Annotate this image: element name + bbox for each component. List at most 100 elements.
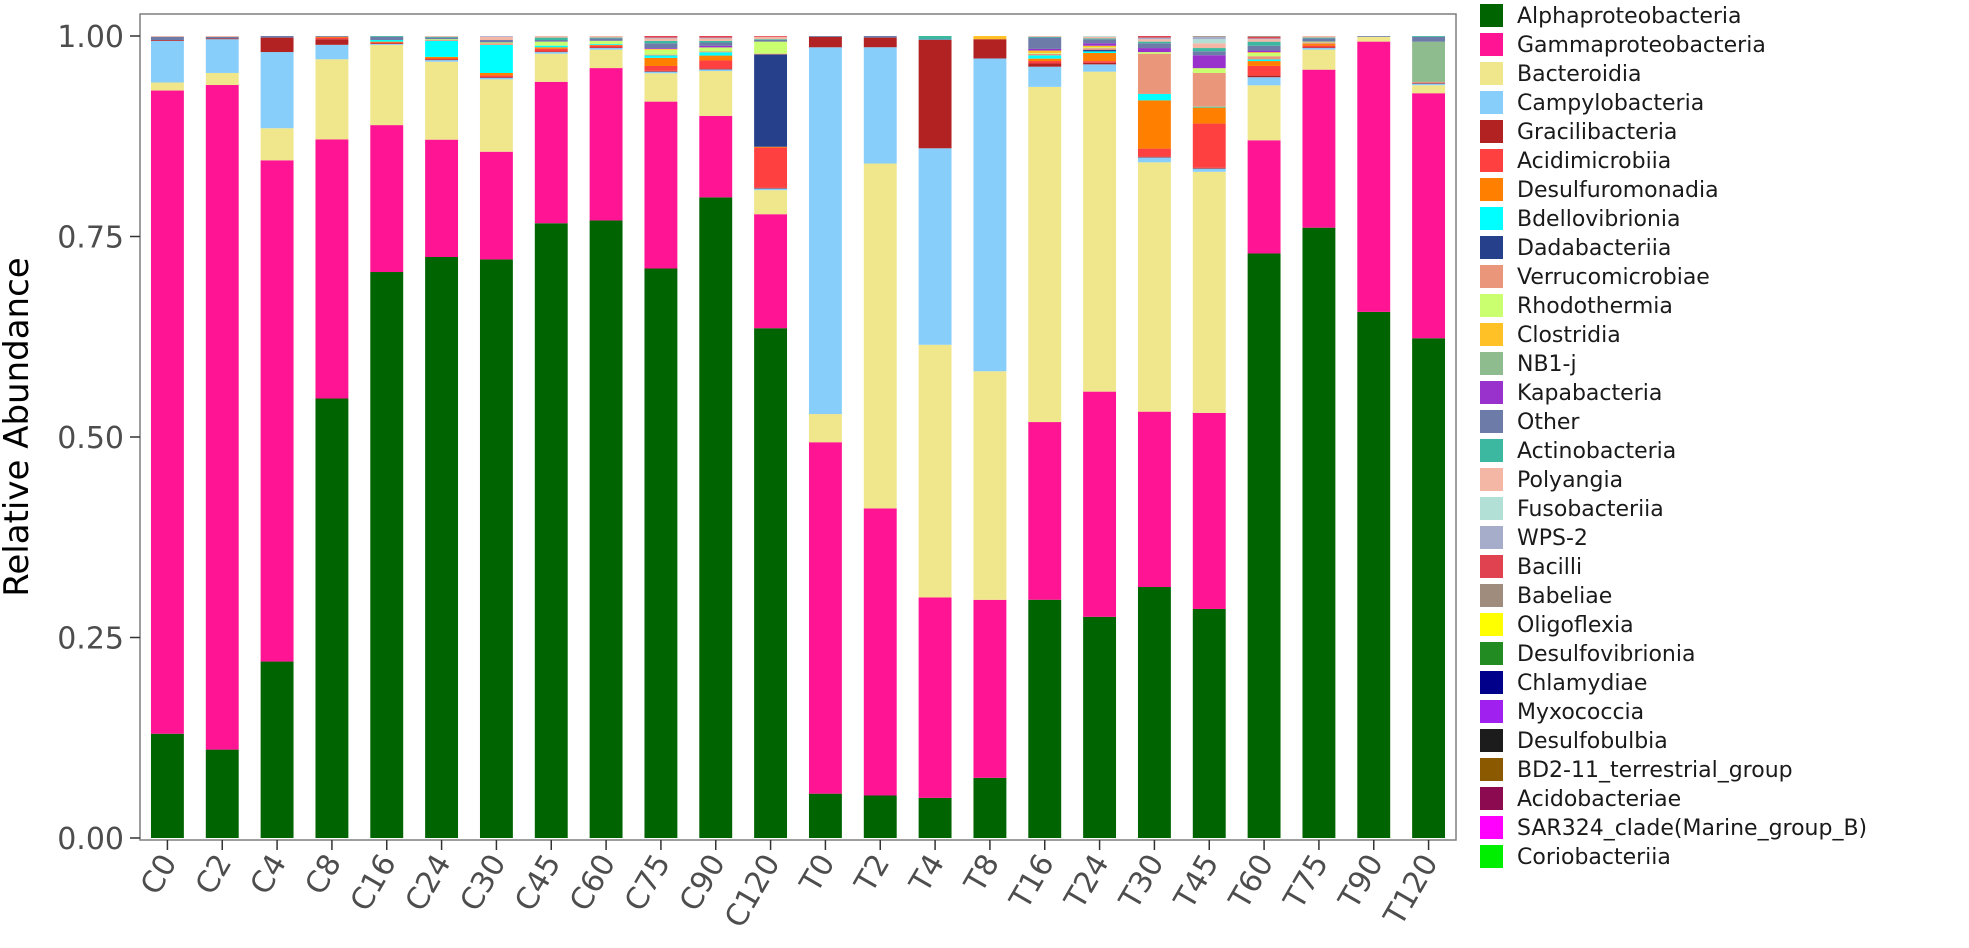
legend-swatch bbox=[1480, 845, 1503, 868]
bar-segment-T0-Gracilibacteria bbox=[808, 36, 842, 48]
bar-segment-T24-Gammaproteobacteria bbox=[1083, 391, 1117, 617]
bar-segment-T60-Actinobacteria bbox=[1247, 41, 1281, 46]
bar-segment-T24-Other bbox=[1083, 39, 1117, 44]
bar-segment-T45-Verrucomicrobiae bbox=[1192, 72, 1226, 107]
bar-segment-C8-Alphaproteobacteria bbox=[315, 398, 349, 838]
bar-segment-T75-Gracilibacteria bbox=[1302, 47, 1336, 49]
bar-segment-T30-Verrucomicrobiae bbox=[1137, 53, 1171, 94]
legend-item: Polyangia bbox=[1480, 468, 1623, 493]
legend-swatch bbox=[1480, 236, 1503, 259]
bar-segment-T2-Campylobacteria bbox=[863, 47, 897, 164]
bar-segment-C30-Alphaproteobacteria bbox=[479, 259, 513, 838]
bar-segment-C90-Bdellovibrionia bbox=[699, 52, 733, 56]
bar-segment-T120-Campylobacteria bbox=[1412, 83, 1446, 86]
bar-segment-T0-Alphaproteobacteria bbox=[808, 793, 842, 838]
bar-segment-C120-Dadabacteriia bbox=[754, 54, 788, 147]
bar-segment-C45-Other bbox=[534, 40, 568, 42]
bar-stack-T120 bbox=[1412, 36, 1446, 838]
bar-segment-C16-Other bbox=[370, 36, 404, 41]
legend-item: Bacilli bbox=[1480, 555, 1582, 580]
bar-segment-T60-WPS-2 bbox=[1247, 38, 1281, 40]
bar-segment-T16-Campylobacteria bbox=[1028, 66, 1062, 87]
bar-segment-T75-Polyangia bbox=[1302, 36, 1336, 38]
bar-segment-T60-Acidimicrobiia bbox=[1247, 65, 1281, 76]
legend: Alphaproteobacteria Gammaproteobacteria Ba… bbox=[1480, 4, 1867, 870]
legend-item: Oligoflexia bbox=[1480, 613, 1634, 638]
legend-label: Verrucomicrobiae bbox=[1517, 265, 1710, 290]
bar-segment-C75-Actinobacteria bbox=[644, 40, 678, 44]
bar-segment-T24-Rhodothermia bbox=[1083, 47, 1117, 49]
bar-segment-T2-Gracilibacteria bbox=[863, 37, 897, 48]
bar-stack-C45 bbox=[534, 36, 568, 839]
legend-label: Acidimicrobiia bbox=[1517, 149, 1671, 174]
legend-swatch bbox=[1480, 352, 1503, 375]
bar-segment-C90-Acidimicrobiia bbox=[699, 60, 733, 69]
bar-segment-T120-Alphaproteobacteria bbox=[1412, 338, 1446, 838]
bar-segment-T2-Other bbox=[863, 36, 897, 38]
bar-segment-C90-Verrucomicrobiae bbox=[699, 51, 733, 53]
bar-segment-T120-Actinobacteria bbox=[1412, 36, 1446, 37]
bar-segment-C24-Alphaproteobacteria bbox=[425, 256, 459, 838]
bar-segment-C75-Other bbox=[644, 43, 678, 49]
bar-segment-C75-Clostridia bbox=[644, 48, 678, 50]
bar-segment-T4-Campylobacteria bbox=[918, 148, 952, 345]
bar-segment-C2-Gracilibacteria bbox=[205, 38, 239, 40]
bar-segment-T90-Bacteroidia bbox=[1357, 36, 1391, 42]
bar-segment-T120-Gammaproteobacteria bbox=[1412, 93, 1446, 339]
legend-item: Other bbox=[1480, 410, 1580, 435]
bar-segment-T16-Gammaproteobacteria bbox=[1028, 422, 1062, 600]
bar-segment-C60-Actinobacteria bbox=[589, 37, 623, 39]
legend-item: Coriobacteriia bbox=[1480, 845, 1671, 870]
bar-segment-C90-Alphaproteobacteria bbox=[699, 197, 733, 838]
bar-segment-T75-Actinobacteria bbox=[1302, 37, 1336, 39]
y-tick-label: 0.00 bbox=[57, 822, 124, 857]
legend-swatch bbox=[1480, 323, 1503, 346]
bar-segment-T8-Gammaproteobacteria bbox=[973, 599, 1007, 778]
bar-segment-C16-Desulfuromonadia bbox=[370, 41, 404, 43]
legend-swatch bbox=[1480, 62, 1503, 85]
bar-stack-C0 bbox=[150, 36, 184, 838]
bar-segment-C24-Bacteroidia bbox=[425, 61, 459, 140]
bar-segment-C16-Bacteroidia bbox=[370, 44, 404, 126]
legend-item: Chlamydiae bbox=[1480, 671, 1647, 696]
y-tick-label: 0.75 bbox=[57, 221, 124, 256]
legend-label: Coriobacteriia bbox=[1517, 845, 1671, 870]
bar-segment-C4-Other bbox=[260, 36, 294, 38]
bar-segment-T16-Other bbox=[1028, 37, 1062, 49]
bar-segment-C90-Other bbox=[699, 42, 733, 46]
bar-segment-C45-Actinobacteria bbox=[534, 37, 568, 41]
bar-segment-T90-Other bbox=[1357, 36, 1391, 37]
legend-label: WPS-2 bbox=[1517, 526, 1588, 551]
bar-segment-T24-Desulfuromonadia bbox=[1083, 53, 1117, 62]
bar-segment-C2-Campylobacteria bbox=[205, 39, 239, 73]
legend-item: Fusobacteriia bbox=[1480, 497, 1664, 522]
legend-swatch bbox=[1480, 526, 1503, 549]
bar-segment-C45-Campylobacteria bbox=[534, 52, 568, 54]
bar-segment-C4-Gammaproteobacteria bbox=[260, 160, 294, 662]
bar-segment-T8-Clostridia bbox=[973, 36, 1007, 40]
legend-item: Alphaproteobacteria bbox=[1480, 4, 1742, 29]
bar-segment-T16-Clostridia bbox=[1028, 50, 1062, 53]
bar-segment-C24-Rhodothermia bbox=[425, 39, 459, 41]
bar-segment-T45-Alphaproteobacteria bbox=[1192, 608, 1226, 838]
bar-segment-C2-Other bbox=[205, 36, 239, 39]
bar-segment-T24-Verrucomicrobiae bbox=[1083, 48, 1117, 50]
bar-segment-T60-Bacilli bbox=[1247, 36, 1281, 39]
bar-segment-C30-Bdellovibrionia bbox=[479, 44, 513, 73]
bar-stack-C24 bbox=[425, 36, 459, 838]
bar-segment-T60-Babeliae bbox=[1247, 36, 1281, 37]
bar-segment-T4-Gammaproteobacteria bbox=[918, 597, 952, 798]
bar-segment-C30-Other bbox=[479, 40, 513, 43]
bar-segment-C120-Other bbox=[754, 40, 788, 42]
bar-segment-C24-Gracilibacteria bbox=[425, 59, 459, 61]
bar-segment-C120-Actinobacteria bbox=[754, 39, 788, 41]
bar-segment-T45-Kapabacteria bbox=[1192, 55, 1226, 69]
bar-segment-T8-Gracilibacteria bbox=[973, 39, 1007, 59]
bar-segment-C0-Gracilibacteria bbox=[150, 40, 184, 41]
bar-segment-C16-Gammaproteobacteria bbox=[370, 125, 404, 273]
bars-group bbox=[150, 36, 1446, 839]
legend-swatch bbox=[1480, 410, 1503, 433]
legend-swatch bbox=[1480, 642, 1503, 665]
bar-segment-T16-Actinobacteria bbox=[1028, 36, 1062, 38]
